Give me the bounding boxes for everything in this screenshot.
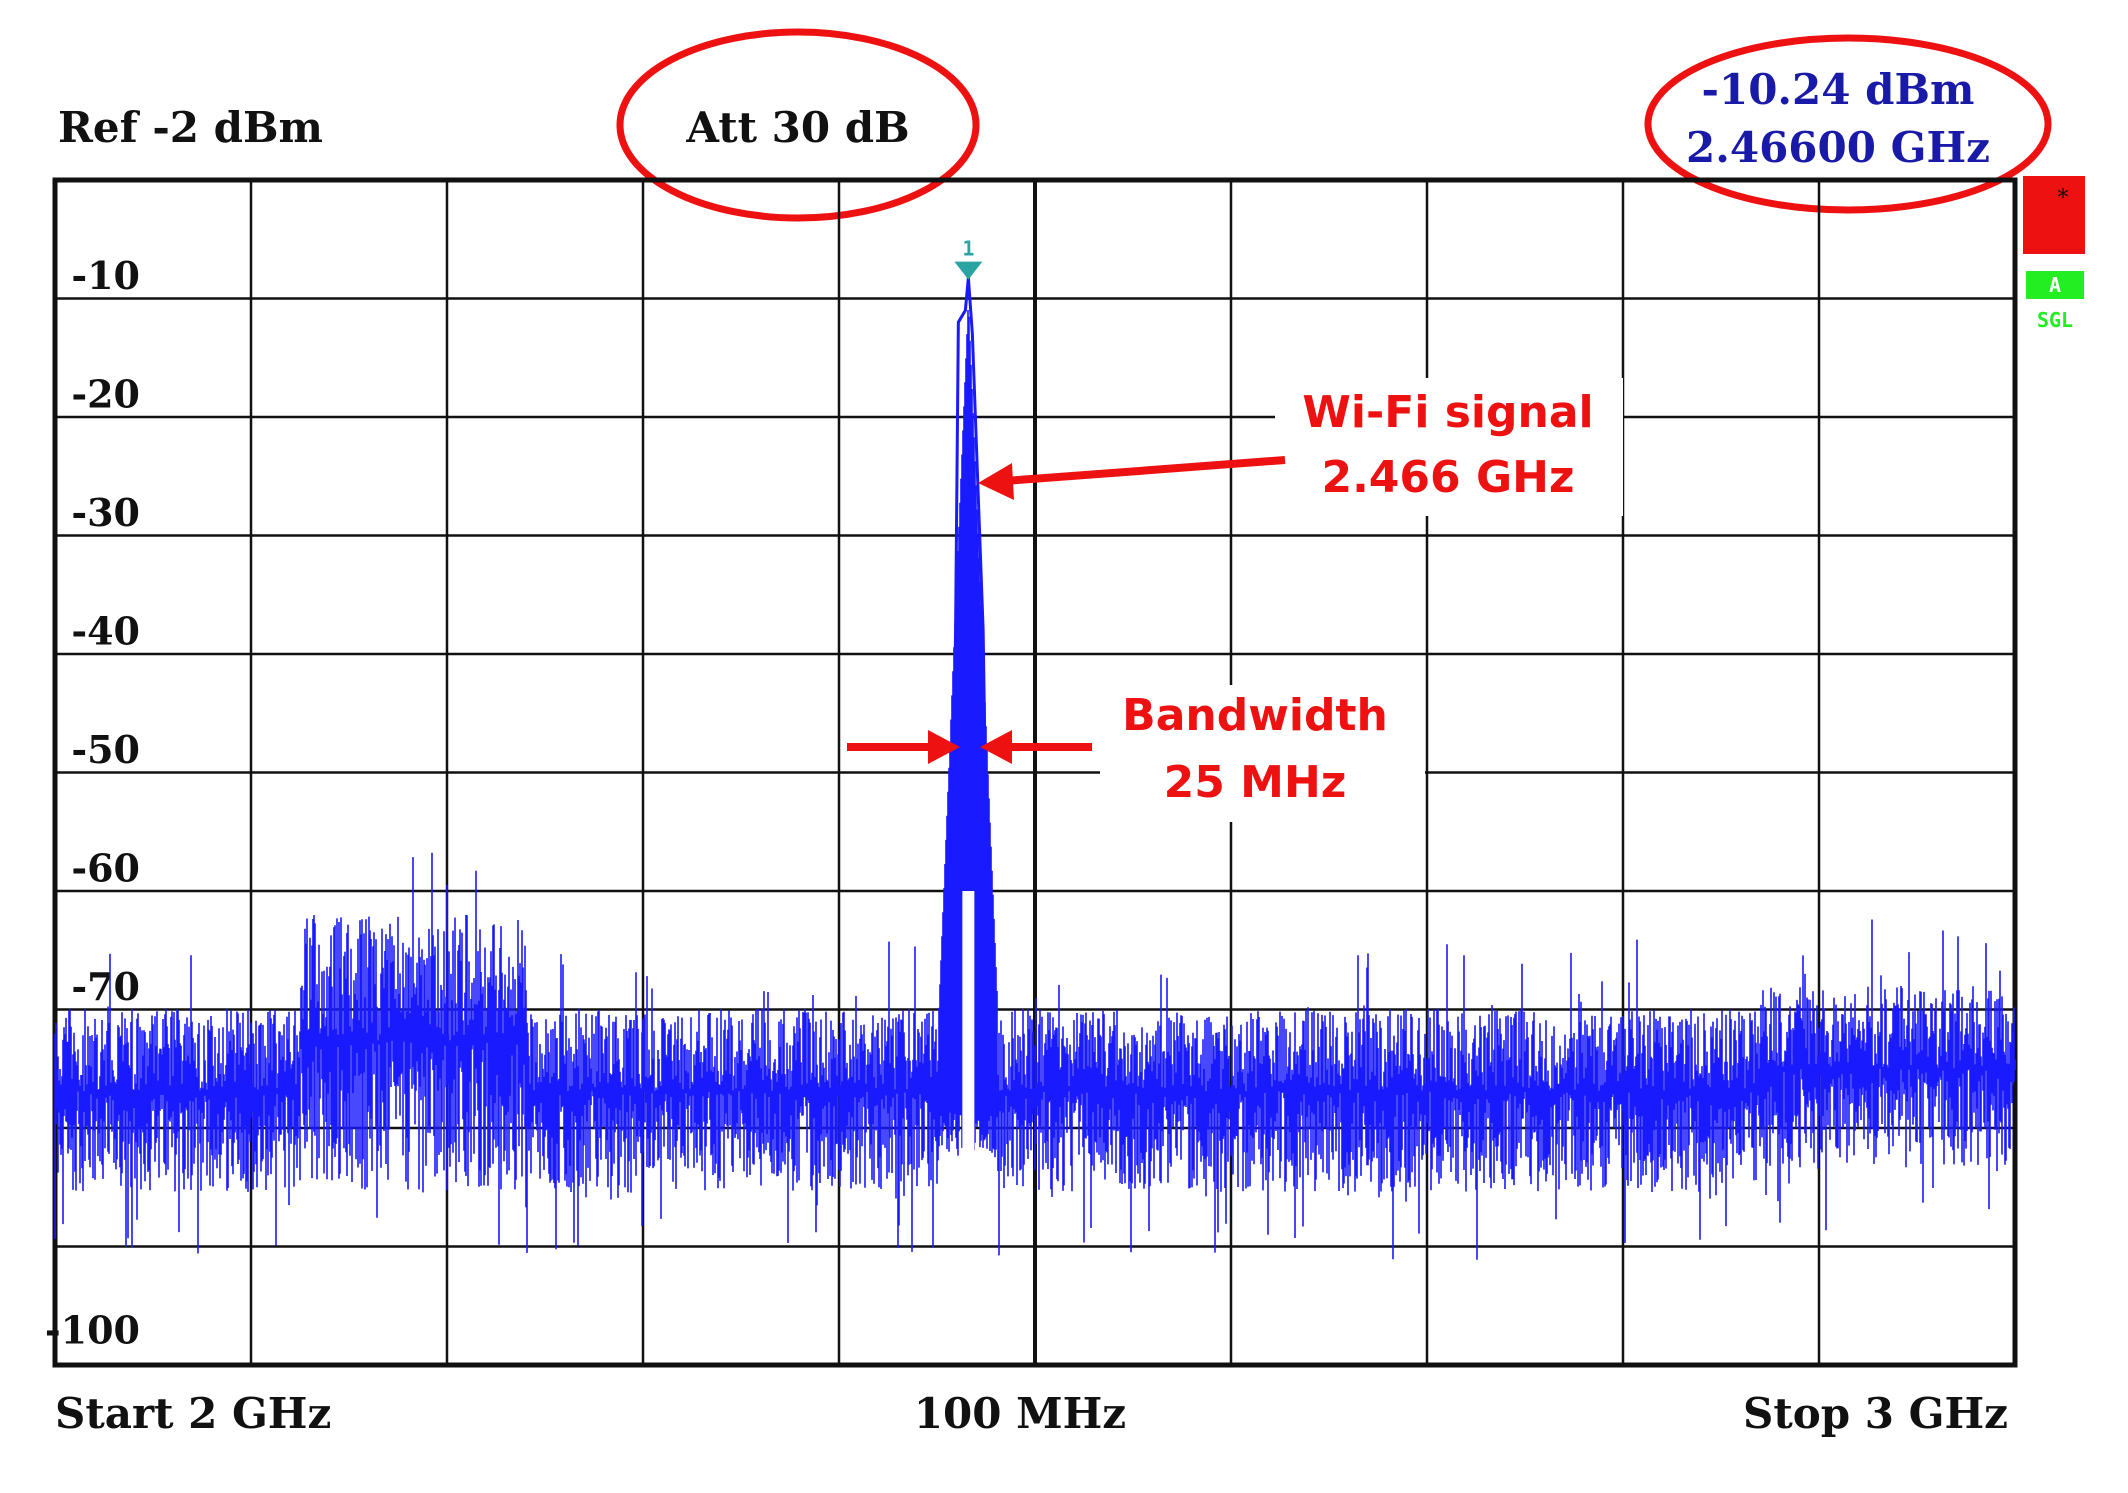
signal-pointer-arrow	[978, 456, 1286, 500]
start-frequency-label: Start 2 GHz	[55, 1389, 331, 1438]
y-tick-label: -20	[71, 371, 140, 416]
trace-a-badge	[2026, 271, 2084, 299]
marker-number-label: 1	[962, 237, 974, 261]
attenuation-highlight-ellipse	[616, 28, 980, 222]
signal-annotation-background	[1275, 378, 1623, 516]
noise-trace	[54, 310, 2016, 1260]
bandwidth-annotation-line1: Bandwidth	[1122, 690, 1388, 741]
status-badges: * A SGL	[2023, 176, 2085, 332]
stop-frequency-label: Stop 3 GHz	[1743, 1389, 2008, 1438]
y-tick-label: -100	[45, 1307, 140, 1352]
y-tick-label: -30	[71, 490, 140, 535]
trace-star-icon: *	[2058, 186, 2069, 211]
marker-triangle-icon	[954, 261, 983, 280]
trace-status-red-badge	[2023, 176, 2085, 254]
bandwidth-arrows	[847, 730, 1092, 764]
marker-freq-readout: 2.46600 GHz	[1686, 123, 1990, 172]
signal-annotation-line2: 2.466 GHz	[1321, 452, 1574, 503]
y-tick-label: -70	[71, 964, 140, 1009]
y-tick-label: -60	[71, 845, 140, 890]
sweep-sgl-label: SGL	[2037, 308, 2073, 332]
bandwidth-annotation-background	[1100, 685, 1425, 822]
ref-level-label: Ref -2 dBm	[58, 103, 323, 152]
y-tick-label: -10	[71, 253, 140, 298]
signal-annotation-line1: Wi-Fi signal	[1302, 387, 1593, 438]
marker-level-readout: -10.24 dBm	[1702, 65, 1975, 114]
spectrum-trace	[54, 277, 2016, 1260]
peak-signal-line	[948, 277, 991, 1044]
peak-marker: 1	[954, 237, 983, 280]
span-label: 100 MHz	[914, 1389, 1126, 1438]
plot-grid	[55, 180, 2015, 1365]
plot-frame	[52, 177, 2018, 1368]
trace-a-label: A	[2049, 273, 2061, 297]
y-tick-label: -50	[71, 727, 140, 772]
y-axis-ticks: -10 -20 -30 -40 -50 -60 -70 -100	[45, 253, 140, 1353]
attenuation-label: Att 30 dB	[685, 103, 909, 152]
peak-gap	[962, 891, 975, 1238]
marker-readout-highlight-ellipse	[1644, 34, 2052, 214]
y-tick-label: -40	[71, 608, 140, 653]
bandwidth-annotation-line2: 25 MHz	[1164, 757, 1347, 808]
